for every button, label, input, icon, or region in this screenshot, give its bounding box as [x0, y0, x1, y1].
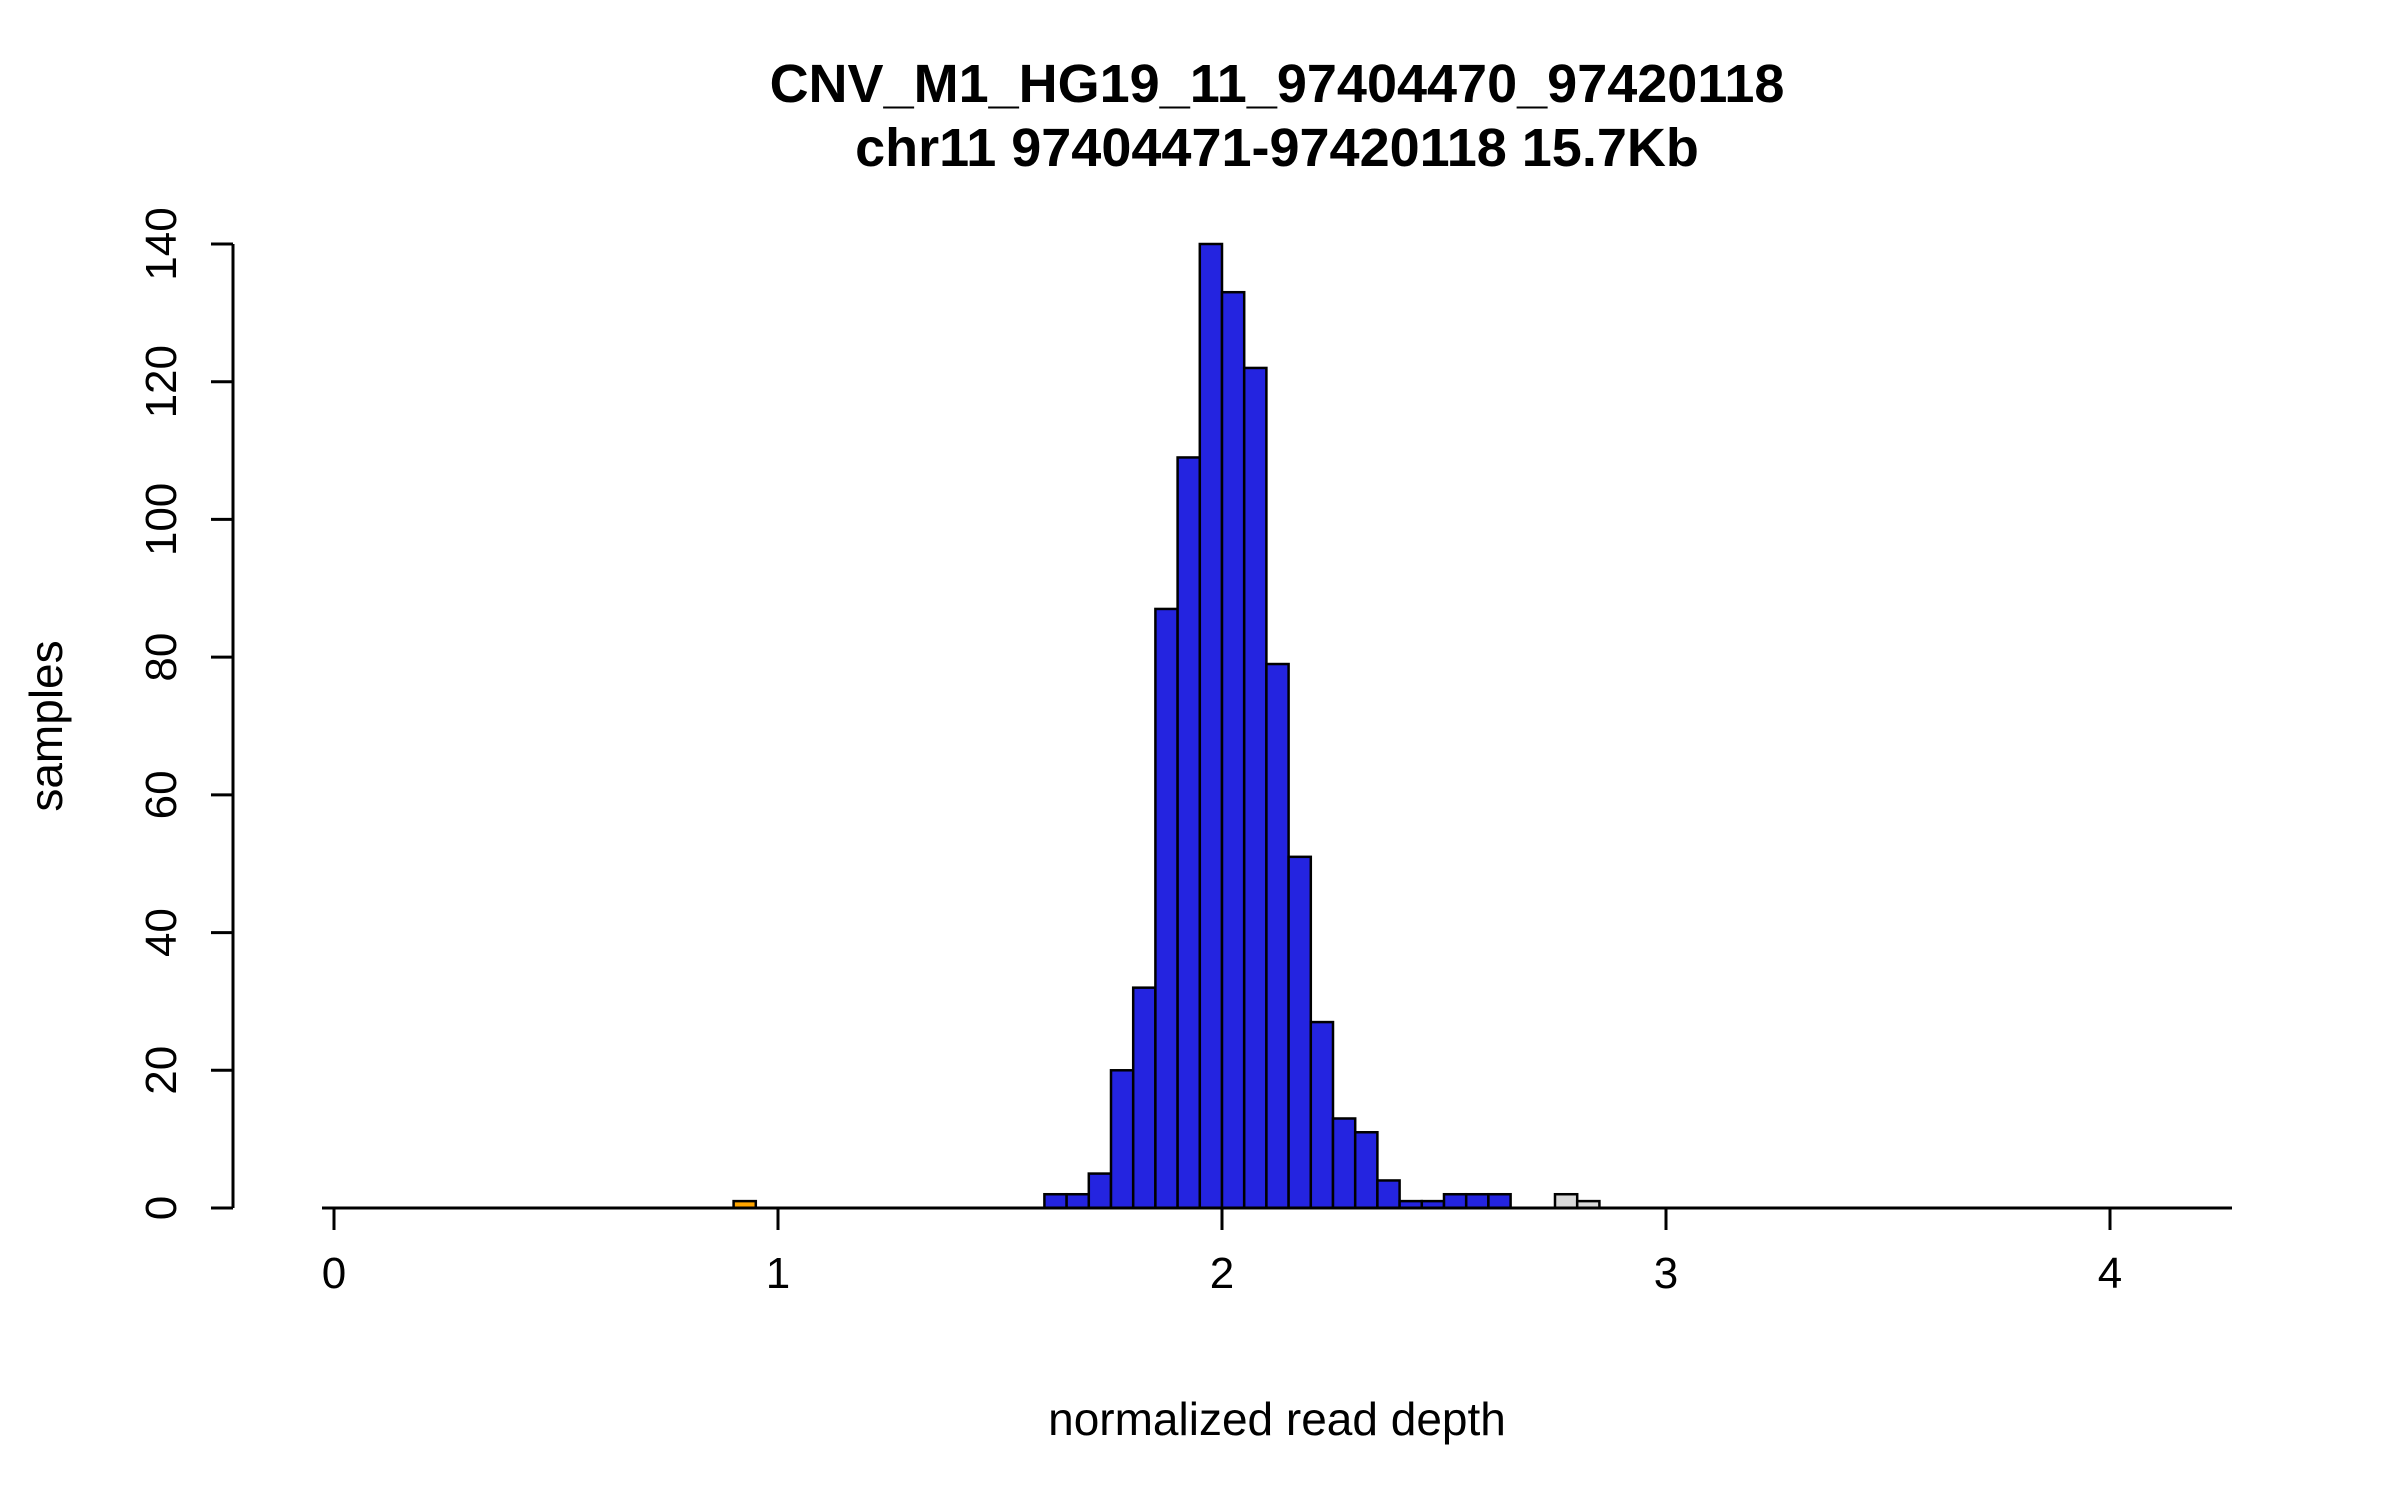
histogram-bar [1265, 662, 1290, 1210]
histogram-bar [1353, 1131, 1379, 1210]
histogram-bar [1442, 1192, 1468, 1210]
histogram-bar [1131, 986, 1157, 1210]
histogram-bar [1331, 1117, 1357, 1210]
x-axis-tick-label: 0 [322, 1249, 346, 1298]
histogram-bar [1309, 1020, 1335, 1210]
y-axis-tick-label: 20 [137, 1046, 186, 1095]
histogram-bar [1464, 1192, 1490, 1210]
x-axis-tick-label: 3 [1654, 1249, 1678, 1298]
histogram-bar [1087, 1172, 1113, 1210]
histogram-bar [1065, 1192, 1091, 1210]
histogram-bar [1376, 1179, 1401, 1210]
y-axis-tick-label: 140 [137, 207, 186, 280]
histogram-bar [1176, 456, 1202, 1210]
histogram-bar [1109, 1069, 1135, 1210]
chart-title: CNV_M1_HG19_11_97404470_97420118 [769, 54, 1785, 114]
y-axis-tick-label: 60 [137, 770, 186, 819]
x-axis-tick-label: 2 [1210, 1249, 1234, 1298]
y-axis-label: samples [20, 640, 72, 812]
histogram-bar [1287, 855, 1313, 1210]
histogram-bar [1154, 607, 1179, 1210]
histogram-bar [1553, 1192, 1579, 1210]
y-axis-tick-label: 0 [137, 1196, 186, 1220]
histogram-bar [1242, 366, 1268, 1210]
chart-subtitle: chr11 97404471-97420118 15.7Kb [855, 118, 1699, 178]
histogram-bar [1220, 290, 1246, 1210]
y-axis-tick-label: 100 [137, 483, 186, 556]
x-axis-label: normalized read depth [1048, 1393, 1506, 1445]
y-axis-tick-label: 120 [137, 345, 186, 418]
y-axis-tick-label: 40 [137, 908, 186, 957]
x-axis-tick-label: 1 [766, 1249, 790, 1298]
y-axis-tick-label: 80 [137, 633, 186, 682]
histogram-bar [1043, 1192, 1068, 1210]
chart-title-block: CNV_M1_HG19_11_97404470_97420118 chr11 9… [322, 52, 2232, 180]
histogram-bar [1198, 242, 1224, 1210]
histogram-bar [1487, 1192, 1512, 1210]
x-axis-tick-label: 4 [2098, 1249, 2122, 1298]
